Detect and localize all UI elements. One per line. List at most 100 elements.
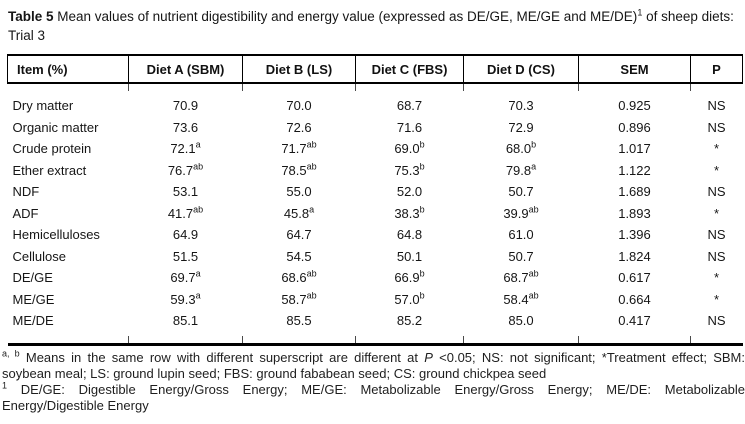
significance-superscript: b	[419, 268, 425, 279]
value-cell: 1.396	[618, 227, 651, 243]
value-cell: 53.1	[172, 184, 199, 200]
table-caption-text: Mean values of nutrient digestibility an…	[53, 9, 638, 24]
value-cell: 41.7ab	[167, 204, 204, 221]
digestibility-table: Item (%) Diet A (SBM) Diet B (LS) Diet C (F…	[7, 54, 743, 346]
value-cell: 78.5ab	[281, 161, 317, 178]
significance-superscript: b	[531, 139, 537, 150]
table-row: ADF 41.7ab 45.8a 38.3b 39.9ab 1.893 *	[8, 203, 743, 225]
value-cell: 50.7	[508, 248, 534, 264]
value-cell: 0.664	[618, 291, 651, 307]
table-row: NDF 53.1 55.0 52.0 50.7 1.689 NS	[8, 181, 743, 203]
value-cell: NS	[707, 119, 726, 135]
row-label: ME/DE	[12, 313, 54, 329]
value-cell: 1.824	[618, 248, 651, 264]
value-cell: 66.9b	[394, 268, 425, 286]
significance-superscript: b	[419, 161, 425, 172]
significance-superscript: ab	[193, 161, 204, 172]
value-cell: 69.7a	[170, 268, 201, 286]
value-cell: 79.8a	[505, 161, 537, 178]
significance-superscript: ab	[528, 204, 539, 215]
significance-superscript: ab	[306, 139, 317, 150]
value-cell: NS	[707, 313, 726, 329]
value-cell: 85.5	[286, 313, 312, 329]
value-cell: 72.1a	[170, 139, 201, 157]
value-cell: 64.9	[172, 227, 199, 243]
value-cell: 73.6	[172, 119, 199, 135]
footnote-significance: a, b Means in the same row with differen…	[2, 348, 745, 381]
table-row: Hemicelluloses 64.9 64.7 64.8 61.0 1.396 NS	[8, 224, 743, 246]
value-cell: 0.925	[618, 98, 651, 114]
footnote-superscript-ab: a, b	[2, 348, 20, 359]
value-cell: 75.3b	[394, 161, 425, 178]
significance-superscript: b	[419, 290, 425, 301]
column-header: Diet C (FBS)	[355, 54, 464, 84]
value-cell: 72.9	[508, 119, 534, 135]
value-cell: 45.8a	[283, 204, 315, 221]
p-value-symbol: P	[424, 350, 433, 365]
value-cell: 54.5	[286, 248, 312, 264]
caption-superscript: 1	[637, 7, 643, 18]
significance-superscript: a	[195, 268, 201, 279]
table-row: Cellulose 51.5 54.5 50.1 50.7 1.824 NS	[8, 246, 743, 268]
column-header: SEM	[578, 54, 691, 84]
value-cell: 50.1	[396, 248, 423, 264]
value-cell: 0.417	[618, 313, 651, 329]
value-cell: 57.0b	[394, 290, 425, 307]
significance-superscript: b	[419, 204, 425, 215]
significance-superscript: a	[195, 290, 201, 301]
row-label: Cellulose	[12, 248, 66, 264]
table-body: Dry matter 70.9 70.0 68.7 70.3 0.925 NS Organic…	[7, 83, 743, 346]
value-cell: 70.3	[508, 98, 534, 114]
value-cell: 39.9ab	[503, 204, 539, 221]
significance-superscript: ab	[193, 204, 204, 215]
footnote-abbreviations: 1 DE/GE: Digestible Energy/Gross Energy;…	[2, 380, 745, 413]
value-cell: 85.0	[508, 313, 534, 329]
value-cell: 76.7ab	[167, 161, 204, 178]
value-cell: 0.896	[618, 119, 651, 135]
value-cell: 58.7ab	[281, 290, 317, 307]
column-ticks-bottom	[7, 331, 743, 346]
table-row: ME/GE 59.3a 58.7ab 57.0b 58.4ab 0.664 *	[8, 289, 743, 311]
value-cell: *	[713, 162, 720, 178]
column-header: Diet D (CS)	[463, 54, 579, 84]
table-header-row: Item (%) Diet A (SBM) Diet B (LS) Diet C (F…	[7, 54, 743, 84]
value-cell: 1.122	[618, 162, 651, 178]
value-cell: 64.8	[396, 227, 423, 243]
value-cell: 71.6	[396, 119, 423, 135]
table-row: DE/GE 69.7a 68.6ab 66.9b 68.7ab 0.617 *	[8, 267, 743, 289]
column-header: Item (%)	[7, 54, 129, 84]
value-cell: 64.7	[286, 227, 312, 243]
value-cell: 59.3a	[170, 290, 201, 307]
paper-table-figure: Table 5 Mean values of nutrient digestib…	[2, 7, 745, 413]
row-label: Hemicelluloses	[12, 227, 100, 243]
significance-superscript: b	[419, 139, 425, 150]
value-cell: 70.9	[172, 98, 199, 114]
value-cell: 85.2	[396, 313, 423, 329]
table-row: Ether extract 76.7ab 78.5ab 75.3b 79.8a 1.122…	[8, 160, 743, 182]
row-label: DE/GE	[12, 270, 53, 286]
table-number: Table 5	[8, 9, 54, 24]
value-cell: 52.0	[396, 184, 423, 200]
value-cell: 68.6ab	[281, 268, 317, 286]
value-cell: 58.4ab	[503, 290, 539, 307]
significance-superscript: a	[531, 161, 537, 172]
row-label: ME/GE	[12, 291, 55, 307]
significance-superscript: ab	[306, 268, 317, 279]
value-cell: 1.689	[618, 184, 651, 200]
value-cell: NS	[707, 98, 726, 114]
value-cell: NS	[707, 184, 726, 200]
value-cell: 50.7	[508, 184, 534, 200]
column-header: Diet B (LS)	[242, 54, 356, 84]
value-cell: 68.7	[396, 98, 423, 114]
significance-superscript: ab	[528, 268, 539, 279]
row-label: Ether extract	[12, 162, 87, 178]
row-label: Dry matter	[12, 98, 74, 114]
value-cell: 1.893	[618, 205, 651, 221]
column-header: Diet A (SBM)	[128, 54, 243, 84]
value-cell: *	[713, 291, 720, 307]
value-cell: 68.0b	[505, 139, 537, 157]
value-cell: 0.617	[618, 270, 651, 286]
table-caption-tail: of sheep diets: Trial 3	[8, 9, 734, 43]
value-cell: 72.6	[286, 119, 312, 135]
row-label: Crude protein	[12, 141, 92, 157]
